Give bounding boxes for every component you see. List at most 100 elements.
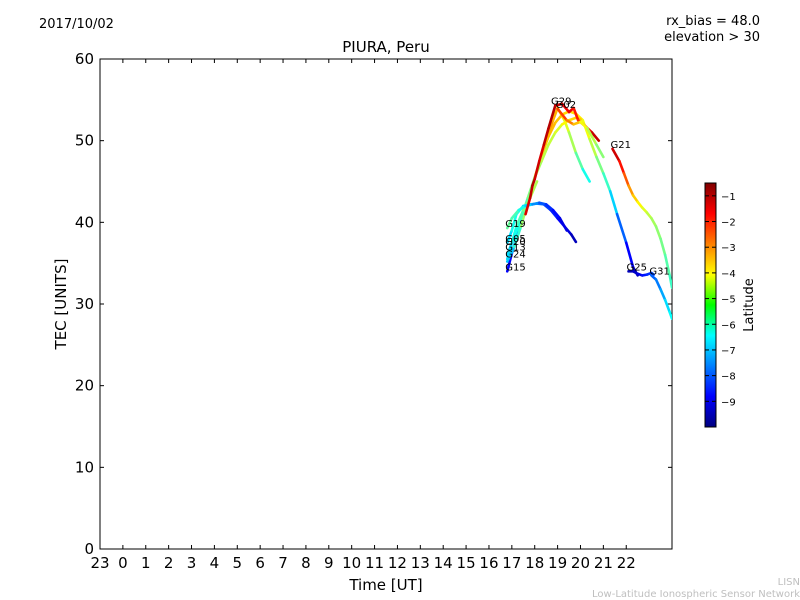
x-tick-label: 21 [594, 554, 613, 572]
x-tick-label: 1 [141, 554, 151, 572]
series-label-g29: G29 [551, 97, 571, 108]
colorbar-tick-label: −1 [721, 192, 736, 203]
track-segment [654, 278, 662, 291]
x-tick-label: 2 [164, 554, 174, 572]
colorbar-tick-label: −5 [721, 295, 736, 306]
track-segment [659, 287, 667, 302]
y-tick-label: 40 [75, 213, 94, 231]
elevation-label: elevation > 30 [664, 30, 760, 45]
colorbar-tick-label: −2 [721, 218, 736, 229]
track-segment [615, 212, 628, 245]
x-tick-label: 22 [617, 554, 636, 572]
y-tick-label: 50 [75, 132, 94, 150]
colorbar-tick-label: −6 [721, 320, 736, 331]
x-tick-label: 0 [118, 554, 128, 572]
y-tick-label: 30 [75, 295, 94, 313]
track-segment [515, 208, 525, 228]
x-tick-label: 9 [324, 554, 334, 572]
series-g24 [505, 109, 639, 277]
track-segment [544, 203, 555, 212]
y-tick-label: 10 [75, 458, 94, 476]
track-segment [668, 274, 672, 289]
x-tick-label: 3 [187, 554, 197, 572]
track-segment [547, 104, 557, 130]
track-segment [663, 298, 672, 314]
credit-lisn: LISN [777, 577, 800, 588]
track-segment [542, 127, 550, 147]
track-segment [560, 102, 571, 114]
track-segment [547, 131, 557, 147]
x-tick-label: 7 [278, 554, 288, 572]
track-segment [510, 208, 521, 220]
track-segment [595, 143, 605, 159]
track-segment [570, 233, 578, 244]
track-segment [505, 241, 514, 261]
y-tick-label: 60 [75, 50, 94, 68]
track-segment [611, 147, 621, 163]
x-tick-label: 6 [255, 554, 265, 572]
x-tick-label: 5 [233, 554, 243, 572]
track-segment [654, 225, 662, 240]
track-segment [588, 137, 598, 159]
settings-info: rx_bias = 48.0 elevation > 30 [664, 14, 760, 46]
x-tick-label: 12 [388, 554, 407, 572]
track-segment [567, 131, 578, 155]
series-label-g13: G13 [505, 243, 525, 254]
colorbar-tick-label: −7 [721, 346, 736, 357]
track-segment [554, 113, 564, 124]
track-segment [540, 143, 550, 163]
colorbar-tick-label: −8 [721, 372, 736, 383]
track-segment [558, 216, 569, 232]
series-g31 [650, 274, 672, 321]
track-segment [505, 229, 514, 245]
track-segment [528, 184, 534, 200]
x-tick-label: 15 [457, 554, 476, 572]
track-segment [622, 172, 630, 187]
series-label-g31: G31 [649, 266, 669, 277]
track-segment [512, 225, 523, 249]
track-segment [602, 172, 612, 193]
track-segment [581, 167, 591, 183]
track-segment [627, 184, 635, 197]
series-label-g19: G19 [505, 219, 525, 230]
track-segment [650, 216, 658, 228]
track-segment [554, 123, 564, 134]
track-segment [565, 118, 575, 126]
track-segment [590, 131, 601, 142]
x-axis: 23 0 1 2 3 4 5 6 7 8 9 10 11 12 13 14 15 16 17 18 19 20 21 22 [90, 59, 636, 572]
track-segment [510, 212, 518, 232]
series-label-g24: G24 [505, 249, 525, 260]
colorbar-label: Latitude [742, 278, 757, 332]
colorbar-gradient [704, 182, 717, 428]
colorbar-tick-label: −4 [721, 269, 736, 280]
x-tick-label: 19 [548, 554, 567, 572]
track-segment [663, 253, 672, 277]
x-tick-label: 20 [571, 554, 590, 572]
x-tick-label: 23 [90, 554, 109, 572]
track-segment [595, 155, 605, 175]
track-segment [517, 204, 527, 212]
track-segment [572, 106, 580, 122]
x-tick-label: 13 [411, 554, 430, 572]
x-tick-label: 18 [525, 554, 544, 572]
track-segment [551, 208, 562, 220]
x-tick-label: 11 [365, 554, 384, 572]
series-g21 [611, 147, 672, 289]
track-segment [505, 216, 514, 230]
track-segment [574, 151, 585, 171]
track-segment [608, 190, 619, 216]
x-tick-label: 16 [479, 554, 498, 572]
plot-area [505, 102, 672, 321]
track-segment [618, 159, 626, 175]
track-segment [659, 237, 667, 257]
series-g02 [556, 107, 605, 159]
y-axis-label: TEC [UNITS] [52, 259, 70, 351]
track-segment [547, 121, 557, 138]
track-segment [631, 194, 639, 204]
rx-bias-label: rx_bias = 48.0 [666, 14, 760, 29]
series-label-g05: G05 [505, 234, 525, 245]
series-label-g02: G02 [556, 100, 576, 111]
track-segment [549, 208, 559, 220]
track-segment [579, 120, 589, 130]
